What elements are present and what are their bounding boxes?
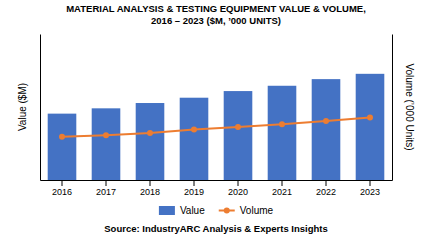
bar: [312, 79, 341, 180]
bar-series: [48, 74, 385, 180]
bar: [92, 108, 121, 180]
x-tick: 2016: [52, 180, 72, 197]
legend-marker: [224, 208, 230, 214]
x-tick: 2021: [272, 180, 292, 197]
x-tick-label: 2016: [52, 187, 72, 197]
y2-axis: [392, 35, 393, 181]
chart-svg: MATERIAL ANALYSIS & TESTING EQUIPMENT VA…: [0, 0, 432, 240]
y-axis-line: [40, 35, 41, 181]
x-axis: 2016 2017 2018 2019 2020 2021 2022 2023: [41, 180, 393, 197]
x-tick-label: 2022: [316, 187, 336, 197]
x-tick: 2018: [140, 180, 160, 197]
x-tick-mark: [326, 180, 327, 186]
x-tick-label: 2023: [360, 187, 380, 197]
x-tick-label: 2020: [228, 187, 248, 197]
x-tick: 2017: [96, 180, 116, 197]
y-axis-title: Value ($M): [17, 83, 28, 131]
x-tick-label: 2019: [184, 187, 204, 197]
legend-label: Volume: [240, 205, 274, 216]
legend-label: Value: [180, 205, 205, 216]
y-axis: [40, 35, 41, 181]
bar: [224, 91, 253, 180]
x-tick: 2019: [184, 180, 204, 197]
point: [103, 132, 109, 138]
x-tick: 2023: [360, 180, 380, 197]
legend-swatch: [159, 206, 175, 215]
plot-area: 2016 2017 2018 2019 2020 2021 2022 2023: [41, 35, 393, 198]
line-series: [59, 115, 373, 140]
x-tick-mark: [106, 180, 107, 186]
y2-axis-title: Volume (’000 Units): [404, 63, 415, 150]
point: [323, 118, 329, 124]
x-tick-mark: [238, 180, 239, 186]
y2-axis-line: [392, 35, 393, 181]
legend-item: Value: [159, 205, 205, 216]
x-tick-label: 2021: [272, 187, 292, 197]
bar: [136, 103, 165, 180]
bar: [356, 74, 385, 180]
x-axis-line: [41, 180, 393, 181]
marks: [48, 74, 385, 180]
legend-item: Volume: [219, 205, 274, 216]
source: Source: IndustryARC Analysis & Experts I…: [104, 223, 327, 234]
point: [147, 130, 153, 136]
x-tick-label: 2017: [96, 187, 116, 197]
x-tick-mark: [282, 180, 283, 186]
x-tick-mark: [370, 180, 371, 186]
point: [367, 115, 373, 121]
point: [235, 124, 241, 130]
point: [191, 127, 197, 133]
bar: [180, 98, 209, 180]
x-tick-mark: [62, 180, 63, 186]
bar: [268, 86, 297, 180]
x-tick-mark: [150, 180, 151, 186]
title: MATERIAL ANALYSIS & TESTING EQUIPMENT VA…: [66, 3, 366, 14]
point: [279, 121, 285, 127]
x-tick: 2020: [228, 180, 248, 197]
point: [59, 134, 65, 140]
x-tick-label: 2018: [140, 187, 160, 197]
bar: [48, 114, 77, 180]
x-tick-mark: [194, 180, 195, 186]
x-tick: 2022: [316, 180, 336, 197]
legend: Value Volume: [159, 205, 274, 216]
subtitle: 2016 – 2023 ($M, ’000 UNITS): [151, 15, 281, 26]
